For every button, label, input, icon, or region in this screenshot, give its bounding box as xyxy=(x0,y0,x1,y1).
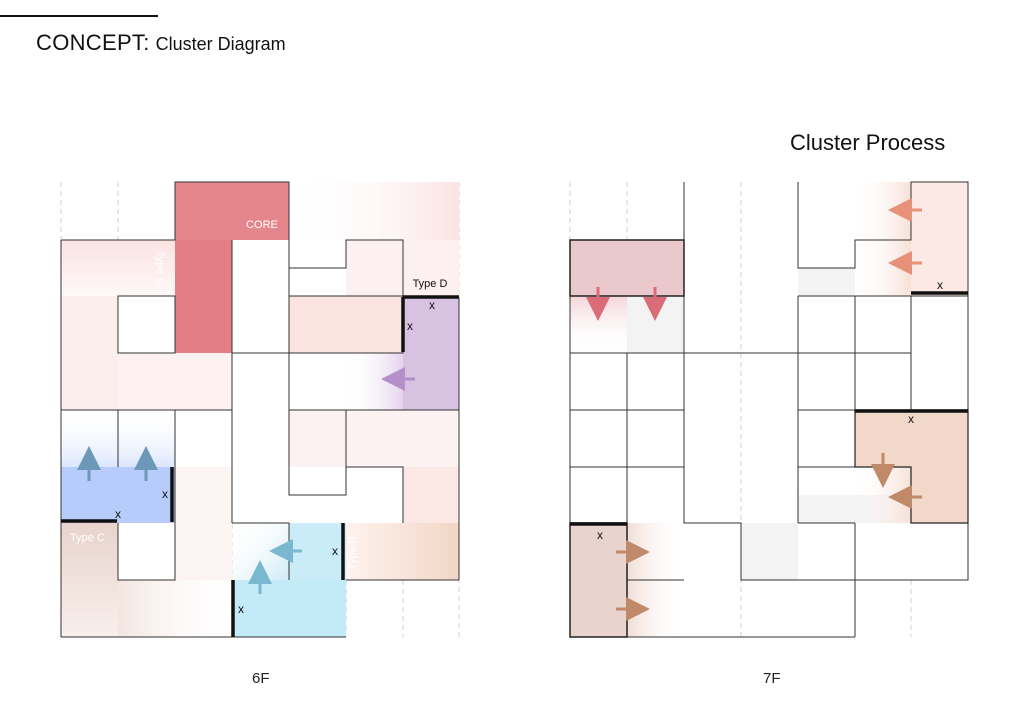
zone-pink-top xyxy=(289,182,459,240)
floor-label-7f: 7F xyxy=(763,670,781,687)
plan-6f: x x x x x x CORE Type C Type D Type C Ty… xyxy=(60,181,460,638)
marker-x: x xyxy=(908,412,914,426)
red-block-outline xyxy=(569,239,685,297)
header-subtitle: Cluster Diagram xyxy=(155,34,286,54)
header-rule xyxy=(0,15,158,17)
zone-salmon-fade xyxy=(855,182,911,296)
walls-6f xyxy=(60,181,460,638)
zone-type-d-fade xyxy=(346,353,403,410)
marker-x: x xyxy=(115,507,121,521)
marker-x: x xyxy=(332,544,338,558)
zone-pink-right-1 xyxy=(289,410,459,467)
label-type-c-vertical: Type C xyxy=(154,251,166,286)
marker-x: x xyxy=(162,487,168,501)
zone-type-c-blue xyxy=(61,467,175,523)
zone-salmon xyxy=(911,182,968,296)
floor-label-6f: 6F xyxy=(252,670,270,687)
process-title: Cluster Process xyxy=(790,130,946,155)
zone-type-c-left xyxy=(61,296,118,410)
zone-type-b xyxy=(346,523,459,580)
zone-tan-bottom xyxy=(118,580,232,637)
zone-type-c-top xyxy=(61,240,175,296)
thick-walls-7f xyxy=(570,291,968,526)
zone-pink-right-2 xyxy=(403,467,459,523)
marker-x: x xyxy=(937,278,943,292)
zone-type-c-tan xyxy=(61,523,118,637)
zone-grey-4 xyxy=(741,523,798,580)
zone-tan xyxy=(570,523,627,637)
zone-core-shaft xyxy=(175,240,232,353)
marker-x: x xyxy=(597,528,603,542)
arrows-6f xyxy=(77,367,415,594)
markers-7f: x x x xyxy=(597,278,943,542)
zone-pink-slab xyxy=(289,296,403,353)
label-core: CORE xyxy=(246,219,278,231)
zone-cyan-fade xyxy=(232,523,289,580)
page-header: CONCEPT: Cluster Diagram xyxy=(36,30,286,56)
zone-red-block xyxy=(570,240,684,296)
header-title: CONCEPT: xyxy=(36,30,150,55)
label-type-b: Type B xyxy=(347,536,359,570)
zone-grey-2 xyxy=(798,268,855,296)
marker-x: x xyxy=(238,602,244,616)
thick-walls-6f xyxy=(61,295,459,637)
label-type-d: Type D xyxy=(413,278,448,290)
zone-tan-column xyxy=(175,467,232,580)
plan-7f: x x x xyxy=(569,181,969,638)
label-type-c-bottom: Type C xyxy=(70,532,105,544)
zone-type-c-bottom xyxy=(118,353,232,410)
marker-x: x xyxy=(407,319,413,333)
arrows-7f xyxy=(586,198,922,621)
markers-6f: x x x x x x xyxy=(115,298,435,616)
zone-type-d xyxy=(403,296,459,410)
marker-x: x xyxy=(429,298,435,312)
